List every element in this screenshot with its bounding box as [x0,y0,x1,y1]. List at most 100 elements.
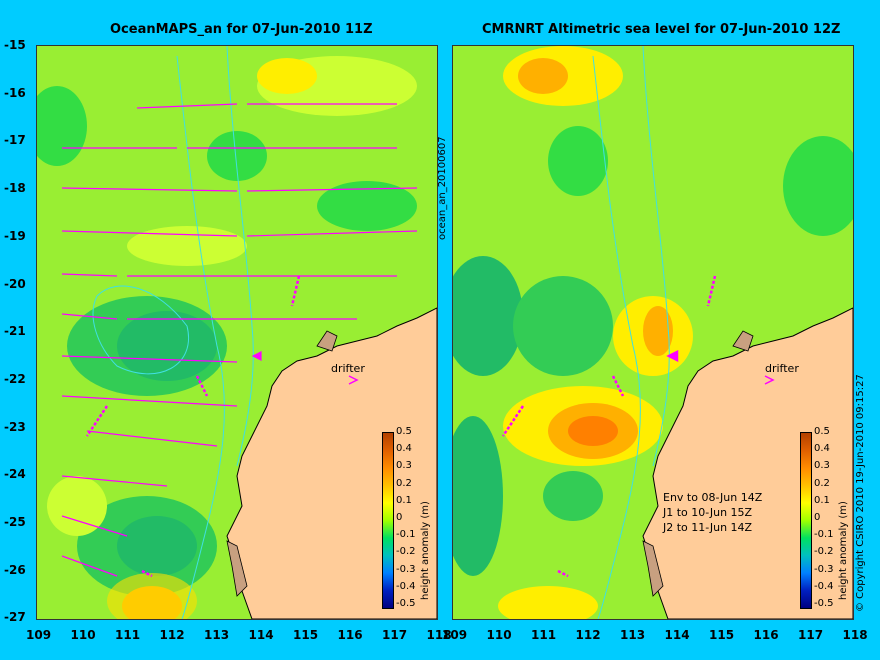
left-current-arrow [61,395,238,407]
left-current-arrow [61,187,238,192]
left-field-blobs [37,56,417,619]
left-colorbar-tick: -0.3 [396,563,416,575]
y-tick-label: -27 [4,610,26,625]
y-tick-label: -20 [4,276,26,291]
right-note-env: Env to 08-Jun 14Z [663,491,763,504]
left-blob-green [317,181,417,231]
right-x-tick-label: 113 [620,628,646,642]
right-colorbar-tick: 0 [814,512,821,523]
left-blob-teal [117,516,197,576]
left-current-arrow [61,313,118,320]
right-field-blobs [453,46,853,619]
left-current-arrow [246,230,418,237]
left-colorbar-tick: -0.5 [396,598,416,609]
right-x-tick-label: 117 [798,628,824,642]
left-colorbar-title: height anomaly (m) [420,501,431,600]
left-drifter-track [141,569,153,578]
left-colorbar-tick: -0.4 [396,580,416,592]
right-x-tick-label: 110 [486,628,512,642]
left-blob-yellow [107,573,197,619]
right-colorbar-tick: -0.3 [814,563,834,575]
y-tick-label: -18 [4,181,26,196]
left-colorbar-tick: 0.1 [396,494,412,506]
left-current-arrow [136,103,238,109]
left-current-arrow [61,230,238,237]
right-colorbar-tick: 0.5 [814,426,830,437]
y-tick-label: -23 [4,419,26,434]
right-colorbar-title: height anomaly (m) [838,501,849,600]
left-drifter-track [195,375,209,397]
left-blob-green [207,131,267,181]
right-contour-line [642,46,670,467]
right-blob-red [568,416,618,446]
left-drifter-label: drifter [331,362,365,375]
left-contours [92,46,254,619]
y-tick-label: -26 [4,562,26,577]
left-drifter-legend-arrow [348,375,359,385]
left-map-svg [37,46,437,619]
right-colorbar-tick: 0.1 [814,494,830,506]
right-panel-title: CMRNRT Altimetric sea level for 07-Jun-2… [482,22,841,37]
right-blob-green [543,471,603,521]
right-drifter-marker [666,349,679,363]
left-current-arrow [61,555,118,577]
left-x-tick-label: 113 [204,628,230,642]
right-note-j2: J2 to 11-Jun 14Z [663,521,753,534]
left-x-tick-label: 116 [337,628,363,642]
left-contour-line [92,285,189,375]
right-x-tick-label: 114 [664,628,690,642]
right-x-tick-label: 116 [753,628,779,642]
y-tick-label: -21 [4,324,26,339]
left-drifter-track [290,275,301,307]
right-colorbar-tick: 0.2 [814,477,830,489]
y-tick-label: -25 [4,515,26,529]
left-blob-teal [117,311,217,381]
left-x-tick-label: 114 [248,628,274,642]
right-drifter-track [611,375,625,397]
y-tick-label: -15 [4,38,26,52]
left-blob-yellow [47,476,107,536]
right-colorbar-tick: 0.4 [814,443,830,455]
right-drifter-track [706,275,717,307]
y-tick-label: -22 [4,371,26,386]
left-blob-green [37,86,87,166]
right-drifter-tracks [501,275,717,578]
left-colorbar-tick: -0.2 [396,546,416,558]
left-drifter-legend-symbol [348,375,359,385]
right-drifter-track [501,405,525,437]
left-x-tick-label: 115 [293,628,319,642]
right-drifter-legend-symbol [764,375,775,385]
right-drifter-label: drifter [765,362,799,375]
right-blob-teal [453,416,503,576]
left-current-arrow [246,187,418,192]
left-x-tick-label: 110 [70,628,96,642]
left-contour-line [176,55,225,619]
right-x-tick-label: 111 [531,628,557,642]
right-blob-green [548,126,608,196]
right-blob-orange [518,58,568,94]
right-x-tick-label: 118 [842,628,868,642]
left-coastline-islands [226,330,338,597]
y-tick-label: -16 [4,85,26,100]
right-map-panel: drifter Env to 08-Jun 14Z J1 to 10-Jun 1… [452,45,854,620]
right-blob-yellow [498,586,598,619]
right-x-tick-label: 112 [575,628,601,642]
left-colorbar-tick: 0.5 [396,426,412,437]
right-contour-line [592,55,641,619]
left-x-tick-label: 118 [426,628,452,642]
left-drifter-marker [251,351,262,361]
right-drifter-legend-arrow [764,375,775,385]
left-blob-light [127,226,247,266]
y-tick-label: -19 [4,228,26,243]
right-note-j1: J1 to 10-Jun 15Z [663,506,753,519]
right-coastline-islands [642,330,754,597]
right-colorbar-tick: 0.3 [814,460,830,472]
left-side-label: ocean_an_20100607 [437,136,448,240]
left-current-arrow [61,515,128,537]
right-blob-teal [453,256,523,376]
copyright-label: © Copyright CSIRO 2010 19-Jun-2010 09:15… [855,374,866,612]
left-colorbar [382,432,394,609]
left-colorbar-tick: 0.3 [396,460,412,472]
right-contours [592,46,670,619]
right-blob-orange [643,306,673,356]
